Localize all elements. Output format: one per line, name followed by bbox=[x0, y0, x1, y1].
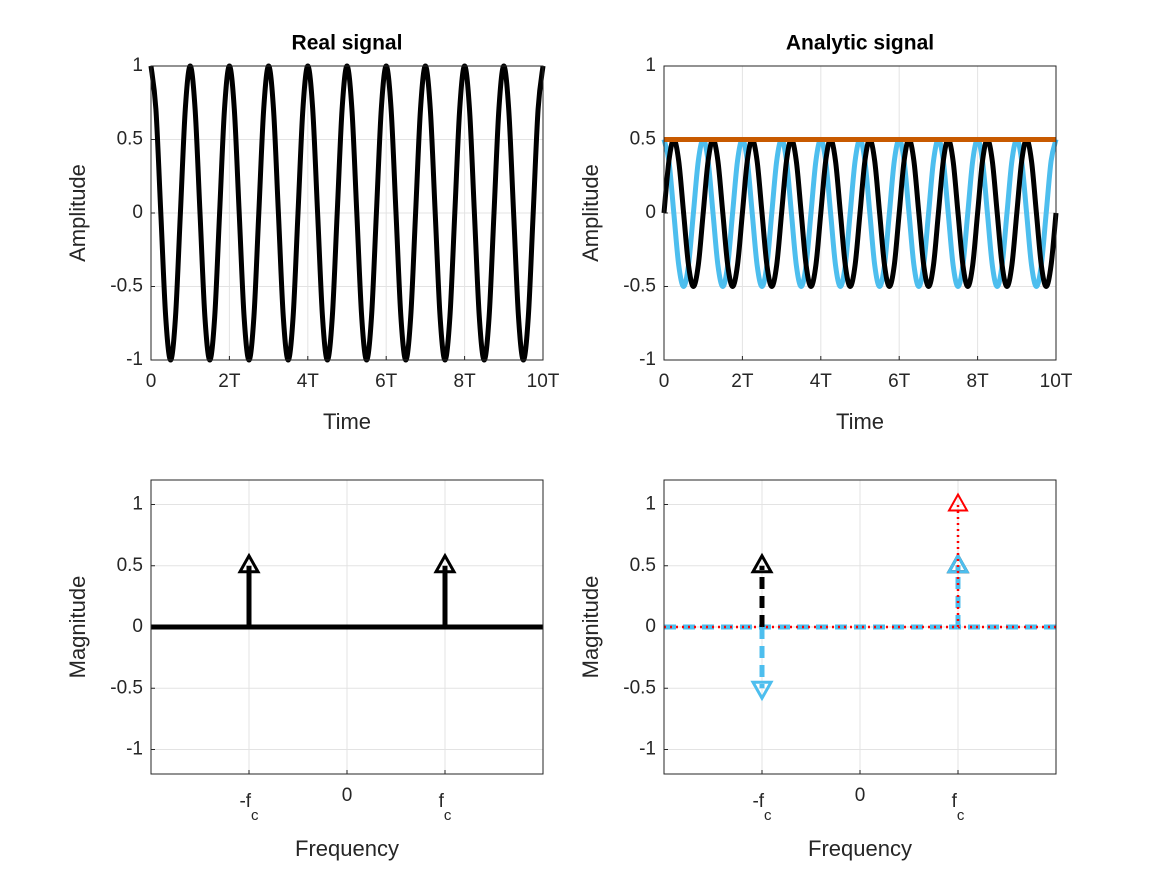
tick-label-main: f bbox=[952, 791, 958, 812]
y-tick-label: -0.5 bbox=[623, 677, 656, 698]
stem-marker bbox=[947, 492, 969, 512]
y-tick-label: 0 bbox=[645, 202, 656, 223]
axes-box bbox=[150, 479, 544, 775]
x-axis-label: Frequency bbox=[808, 836, 912, 861]
y-tick-label: -0.5 bbox=[110, 677, 143, 698]
y-tick-label: 0.5 bbox=[630, 129, 656, 150]
tick-label-subscript: c bbox=[444, 807, 452, 824]
y-tick-label: -1 bbox=[639, 349, 656, 370]
x-tick-label: 2T bbox=[731, 371, 754, 392]
y-tick-label: 0 bbox=[645, 616, 656, 637]
signal-line bbox=[661, 137, 1059, 289]
x-tick-label: 0 bbox=[342, 785, 353, 806]
x-tick-label: 0 bbox=[855, 785, 866, 806]
x-tick-label: 4T bbox=[297, 371, 320, 392]
y-tick-label: 0.5 bbox=[117, 129, 143, 150]
tick-label-subscript: c bbox=[957, 807, 965, 824]
stem-marker bbox=[750, 680, 774, 702]
y-tick-label: -1 bbox=[126, 349, 143, 370]
x-tick-label: -fc bbox=[239, 791, 259, 824]
subplot: -1 -0.5 0 0.5 1 0 2T 4T 6T 8T 10T Real signal Time Am… bbox=[65, 32, 560, 434]
y-tick-label: 0.5 bbox=[117, 555, 143, 576]
x-tick-label: 0 bbox=[659, 371, 670, 392]
y-axis-label: Amplitude bbox=[578, 164, 603, 262]
y-tick-label: 1 bbox=[645, 55, 656, 76]
chart-title: Real signal bbox=[292, 32, 403, 55]
x-tick-label: 10T bbox=[527, 371, 560, 392]
stem-marker bbox=[750, 552, 774, 574]
y-tick-label: 1 bbox=[645, 494, 656, 515]
x-axis-label: Frequency bbox=[295, 836, 399, 861]
y-tick-label: -1 bbox=[639, 739, 656, 760]
y-tick-label: 0 bbox=[132, 616, 143, 637]
y-tick-label: -0.5 bbox=[623, 276, 656, 297]
x-axis-label: Time bbox=[836, 409, 884, 434]
x-tick-label: 10T bbox=[1040, 371, 1073, 392]
stem-marker bbox=[237, 552, 261, 574]
x-tick-label: 8T bbox=[454, 371, 477, 392]
x-tick-label: 6T bbox=[375, 371, 398, 392]
x-tick-label: 8T bbox=[967, 371, 990, 392]
tick-label-main: f bbox=[439, 791, 445, 812]
y-tick-label: 1 bbox=[132, 55, 143, 76]
tick-label-subscript: c bbox=[764, 807, 772, 824]
y-axis-label: Amplitude bbox=[65, 164, 90, 262]
x-axis-label: Time bbox=[323, 409, 371, 434]
x-tick-label: -fc bbox=[752, 791, 772, 824]
x-tick-label: 4T bbox=[810, 371, 833, 392]
x-tick-label: 6T bbox=[888, 371, 911, 392]
y-axis-label: Magnitude bbox=[65, 576, 90, 679]
axes-box bbox=[663, 479, 1057, 775]
axes-box bbox=[150, 65, 544, 361]
stem-marker bbox=[433, 552, 457, 574]
tick-label-subscript: c bbox=[251, 807, 259, 824]
y-tick-label: 1 bbox=[132, 494, 143, 515]
axes-box bbox=[663, 65, 1057, 361]
y-tick-label: 0.5 bbox=[630, 555, 656, 576]
tick-label-main: -f bbox=[752, 791, 764, 812]
x-tick-label: fc bbox=[952, 791, 965, 824]
x-tick-label: 2T bbox=[218, 371, 241, 392]
tick-label-main: -f bbox=[239, 791, 251, 812]
chart-title: Analytic signal bbox=[786, 32, 934, 55]
x-tick-label: 0 bbox=[146, 371, 157, 392]
y-axis-label: Magnitude bbox=[578, 576, 603, 679]
y-tick-label: 0 bbox=[132, 202, 143, 223]
y-tick-label: -0.5 bbox=[110, 276, 143, 297]
subplot: -1 -0.5 0 0.5 1 0 2T 4T 6T 8T 10T Analytic signal Ti… bbox=[578, 32, 1073, 434]
y-tick-label: -1 bbox=[126, 739, 143, 760]
x-tick-label: fc bbox=[439, 791, 452, 824]
